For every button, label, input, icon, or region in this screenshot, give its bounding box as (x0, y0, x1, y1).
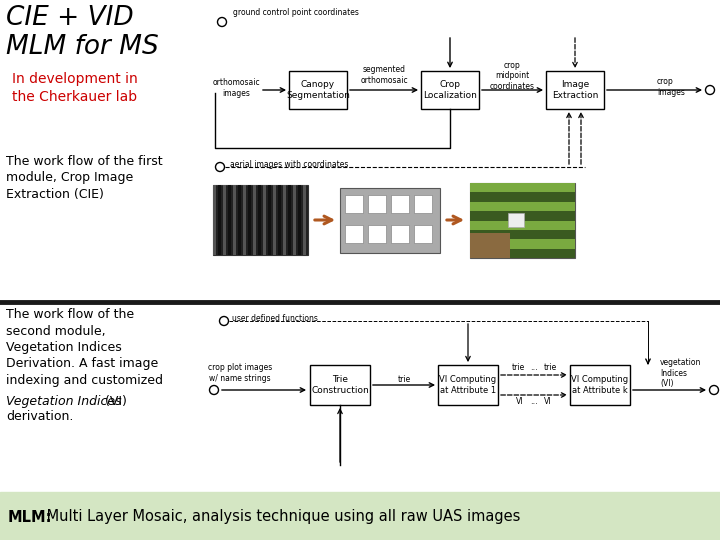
Bar (368, 225, 386, 243)
Bar (228, 185, 231, 255)
Bar (508, 213, 524, 227)
Bar (243, 185, 246, 255)
Bar (470, 220, 575, 230)
Text: Multi Layer Mosaic, analysis technique using all raw UAS images: Multi Layer Mosaic, analysis technique u… (42, 510, 521, 524)
Bar (213, 185, 308, 255)
Bar (238, 185, 241, 255)
Text: Crop
Localization: Crop Localization (423, 80, 477, 100)
Bar (470, 202, 575, 211)
Bar (345, 195, 363, 213)
Text: MLM:: MLM: (8, 510, 53, 524)
Text: VI: VI (516, 397, 523, 407)
Circle shape (220, 316, 228, 326)
Bar (470, 192, 575, 202)
Bar (278, 185, 281, 255)
Bar (414, 225, 432, 243)
Text: user defined functions: user defined functions (232, 314, 318, 323)
Text: ground control point coordinates: ground control point coordinates (233, 8, 359, 17)
Circle shape (709, 386, 719, 395)
Bar (283, 185, 286, 255)
Bar (570, 365, 630, 405)
Text: MLM for MS: MLM for MS (6, 34, 158, 60)
Bar (421, 71, 479, 109)
Bar (438, 365, 498, 405)
Text: ...: ... (530, 363, 538, 373)
Circle shape (706, 85, 714, 94)
Circle shape (215, 163, 225, 172)
Bar (470, 233, 510, 258)
Text: The work flow of the first
module, Crop Image
Extraction (CIE): The work flow of the first module, Crop … (6, 155, 163, 201)
Circle shape (210, 386, 218, 395)
Bar (391, 225, 409, 243)
Text: derivation.: derivation. (6, 409, 73, 422)
Text: (VI): (VI) (101, 395, 127, 408)
Bar (293, 185, 296, 255)
Bar (289, 71, 347, 109)
Bar (470, 183, 575, 192)
Text: crop plot images
w/ name strings: crop plot images w/ name strings (208, 363, 272, 383)
Text: ...: ... (530, 397, 538, 407)
Bar (218, 185, 221, 255)
Text: The work flow of the
second module,
Vegetation Indices
Derivation. A fast image
: The work flow of the second module, Vege… (6, 308, 163, 403)
Bar (470, 183, 575, 258)
Text: segmented
orthomosaic: segmented orthomosaic (360, 65, 408, 85)
Bar (268, 185, 271, 255)
Text: In development in
the Cherkauer lab: In development in the Cherkauer lab (12, 72, 138, 104)
Bar (248, 185, 251, 255)
Bar (223, 185, 226, 255)
Bar (470, 239, 575, 248)
Text: aerial images with coordinates: aerial images with coordinates (230, 160, 348, 169)
Bar (340, 188, 440, 253)
Text: trie: trie (544, 363, 557, 373)
Bar (470, 248, 575, 258)
Bar (298, 185, 301, 255)
Text: Vegetation Indices: Vegetation Indices (6, 395, 122, 408)
Bar (414, 195, 432, 213)
Text: orthomosaic
images: orthomosaic images (212, 78, 260, 98)
Bar (303, 185, 306, 255)
Text: Canopy
Segmentation: Canopy Segmentation (286, 80, 350, 100)
Bar (288, 185, 291, 255)
Bar (0, 492, 720, 540)
Bar (233, 185, 236, 255)
Text: trie: trie (397, 375, 410, 383)
Bar (258, 185, 261, 255)
Bar (273, 185, 276, 255)
Bar (253, 185, 256, 255)
Text: vegetation
Indices
(VI): vegetation Indices (VI) (660, 358, 701, 388)
Bar (213, 185, 216, 255)
Bar (368, 195, 386, 213)
Bar (391, 195, 409, 213)
Bar (310, 365, 370, 405)
Text: Image
Extraction: Image Extraction (552, 80, 598, 100)
Text: VI Computing
at Attribute 1: VI Computing at Attribute 1 (439, 375, 497, 395)
Text: Trie
Construction: Trie Construction (311, 375, 369, 395)
Text: trie: trie (511, 363, 525, 373)
Bar (546, 71, 604, 109)
Text: crop
images: crop images (657, 77, 685, 97)
Text: VI Computing
at Attribute k: VI Computing at Attribute k (572, 375, 629, 395)
Bar (263, 185, 266, 255)
Bar (470, 230, 575, 239)
Bar (470, 211, 575, 220)
Text: crop
midpoint
coordinates: crop midpoint coordinates (490, 61, 535, 91)
Bar (345, 225, 363, 243)
Circle shape (217, 17, 227, 26)
Text: VI: VI (544, 397, 552, 407)
Text: CIE + VID: CIE + VID (6, 5, 134, 31)
